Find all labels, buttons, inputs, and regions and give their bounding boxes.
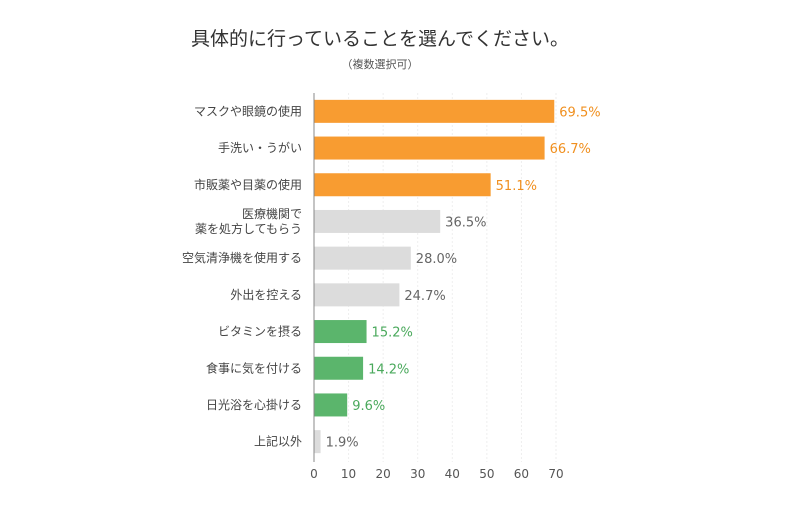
- category-label: 手洗い・うがい: [218, 140, 302, 155]
- data-label: 1.9%: [326, 436, 359, 451]
- data-label: 14.2%: [368, 362, 409, 377]
- category-label: 上記以外: [254, 434, 302, 449]
- x-tick-label: 60: [514, 467, 529, 481]
- bar: [314, 209, 441, 233]
- category-label: マスクや眼鏡の使用: [194, 103, 302, 118]
- x-tick-label: 70: [548, 467, 563, 481]
- bar: [314, 320, 367, 344]
- category-label: 外出を控える: [230, 288, 302, 302]
- category-label: 市販薬や目薬の使用: [194, 177, 302, 192]
- category-label: 医療機関で: [242, 206, 302, 221]
- data-label: 51.1%: [496, 179, 537, 194]
- data-label: 9.6%: [352, 399, 385, 414]
- data-label: 28.0%: [416, 252, 457, 267]
- category-label: 空気清浄機を使用する: [182, 250, 302, 265]
- bar: [314, 283, 400, 307]
- chart-subtitle: （複数選択可）: [341, 58, 419, 71]
- bar: [314, 393, 348, 417]
- data-label: 15.2%: [372, 326, 413, 341]
- category-label: ビタミンを摂る: [218, 324, 302, 339]
- x-tick-label: 30: [410, 467, 425, 481]
- category-label: 薬を処方してもらう: [195, 221, 302, 236]
- bar: [314, 136, 545, 160]
- category-label: 日光浴を心掛ける: [206, 397, 302, 412]
- data-label: 69.5%: [559, 105, 600, 120]
- x-tick-label: 0: [310, 467, 318, 481]
- x-tick-label: 10: [341, 467, 356, 481]
- data-label: 24.7%: [404, 289, 445, 304]
- bar: [314, 430, 321, 454]
- chart-title: 具体的に行っていることを選んでください。: [190, 28, 570, 50]
- bar: [314, 99, 555, 123]
- bar: [314, 356, 364, 380]
- x-tick-label: 50: [479, 467, 494, 481]
- bar: [314, 173, 491, 197]
- bar: [314, 246, 411, 270]
- x-tick-label: 40: [445, 467, 460, 481]
- data-label: 36.5%: [445, 215, 486, 230]
- data-label: 66.7%: [550, 142, 591, 157]
- x-tick-label: 20: [376, 467, 391, 481]
- category-label: 食事に気を付ける: [206, 360, 302, 375]
